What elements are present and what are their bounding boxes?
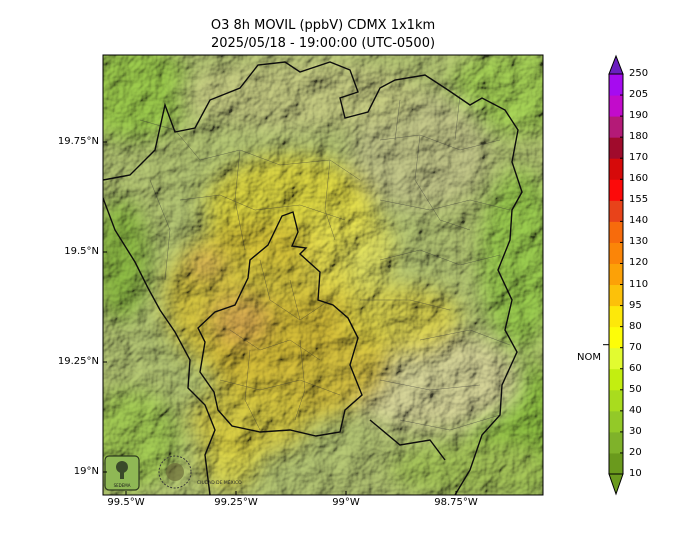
colorbar-outline xyxy=(608,73,624,475)
y-tick-label: 19.5°N xyxy=(64,246,99,257)
colorbar-tick-label: 30 xyxy=(629,425,642,437)
colorbar-segment xyxy=(609,95,623,117)
map-timestamp: 2025/05/18 - 19:00:00 (UTC-0500) xyxy=(210,36,436,51)
x-tick-label: 99.5°W xyxy=(107,497,145,508)
colorbar-segment xyxy=(609,116,623,138)
x-tick-label: 98.75°W xyxy=(434,497,478,508)
x-tick-label: 99.25°W xyxy=(214,497,258,508)
colorbar-segment xyxy=(609,431,623,454)
colorbar-segment xyxy=(609,137,623,159)
colorbar-segment xyxy=(609,158,623,180)
colorbar-tick-label: 110 xyxy=(629,278,649,290)
colorbar-max-extension xyxy=(608,54,624,75)
colorbar-tick-label: 160 xyxy=(629,173,649,185)
colorbar-segment xyxy=(609,368,623,391)
colorbar-tick-label: 140 xyxy=(629,215,649,227)
colorbar-nom-label: NOM xyxy=(577,352,601,363)
colorbar xyxy=(603,54,624,496)
colorbar-segment xyxy=(609,326,623,349)
cdmx-logo: CIUDAD DE MÉXICO xyxy=(158,455,242,489)
colorbar-segment xyxy=(609,74,623,96)
colorbar-tick-label: 40 xyxy=(629,404,642,416)
cdmx-logo-text: CIUDAD DE MÉXICO xyxy=(197,478,242,486)
map-frame xyxy=(102,54,544,496)
colorbar-segment xyxy=(609,389,623,412)
axis-ticks xyxy=(103,141,457,495)
colorbar-segment xyxy=(609,284,623,307)
colorbar-tick-label: 190 xyxy=(629,110,649,122)
colorbar-segment xyxy=(609,179,623,201)
municipal-boundaries xyxy=(139,94,511,431)
colorbar-tick-label: 20 xyxy=(629,446,642,458)
y-tick-label: 19.25°N xyxy=(57,356,99,367)
colorbar-segment xyxy=(609,305,623,328)
colorbar-segment xyxy=(609,263,623,286)
colorbar-tick-label: 80 xyxy=(629,320,642,332)
y-tick-label: 19.75°N xyxy=(57,136,99,147)
colorbar-tick-label: 155 xyxy=(629,194,649,206)
colorbar-segment xyxy=(609,347,623,370)
colorbar-tick-label: 180 xyxy=(629,131,649,143)
state-boundaries xyxy=(103,61,523,495)
colorbar-tick-label: 120 xyxy=(629,257,649,269)
colorbar-tick-label: 250 xyxy=(629,68,649,79)
map-area: SEDEMA CIUDAD DE MÉXICO xyxy=(103,55,543,495)
colorbar-tick-label: 60 xyxy=(629,362,642,374)
colorbar-tick-label: 95 xyxy=(629,299,642,311)
sedema-logo: SEDEMA xyxy=(104,455,140,491)
colorbar-tick-label: 205 xyxy=(629,89,649,101)
y-tick-label: 19°N xyxy=(73,466,99,477)
colorbar-tick-label: 70 xyxy=(629,341,642,353)
colorbar-segment xyxy=(609,200,623,222)
colorbar-tick-label: 10 xyxy=(629,468,642,479)
x-tick-label: 99°W xyxy=(332,497,360,508)
colorbar-segment xyxy=(609,221,623,243)
colorbar-min-extension xyxy=(608,473,624,496)
colorbar-tick-label: 50 xyxy=(629,383,642,395)
colorbar-segment xyxy=(609,452,623,475)
sedema-logo-text: SEDEMA xyxy=(114,483,131,488)
hillshade xyxy=(103,55,543,495)
map-title: O3 8h MOVIL (ppbV) CDMX 1x1km xyxy=(210,18,436,33)
colorbar-segment xyxy=(609,242,623,264)
colorbar-segment xyxy=(609,410,623,433)
colorbar-tick-label: 170 xyxy=(629,152,649,164)
colorbar-tick-label: 130 xyxy=(629,236,649,248)
